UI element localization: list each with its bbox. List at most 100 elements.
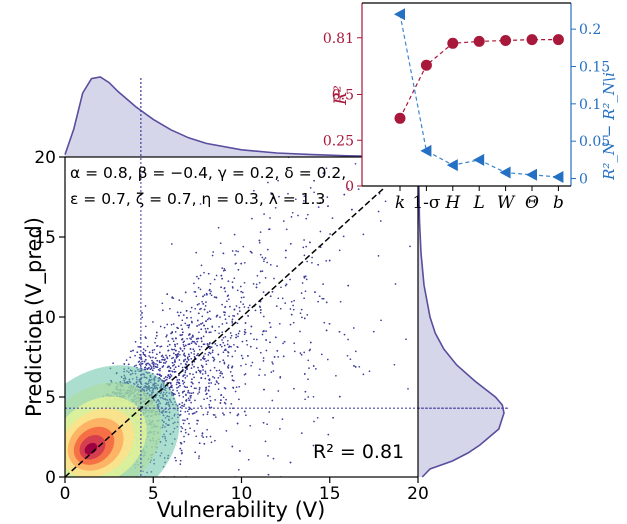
scatter-point xyxy=(176,379,179,381)
scatter-point xyxy=(289,323,292,326)
scatter-point xyxy=(245,339,248,342)
scatter-point xyxy=(184,419,186,422)
scatter-point xyxy=(190,342,193,345)
scatter-point xyxy=(249,424,252,427)
scatter-point xyxy=(289,308,292,310)
scatter-point xyxy=(211,351,214,354)
scatter-point xyxy=(235,336,237,339)
scatter-point xyxy=(198,387,201,389)
scatter-point xyxy=(235,250,237,252)
scatter-point xyxy=(189,337,191,340)
scatter-point xyxy=(208,331,211,334)
scatter-point xyxy=(197,286,200,289)
scatter-point xyxy=(304,290,307,293)
scatter-point xyxy=(159,367,161,370)
scatter-point xyxy=(277,297,280,300)
scatter-point xyxy=(198,457,200,460)
scatter-point xyxy=(255,286,258,289)
scatter-point xyxy=(206,293,208,296)
scatter-point xyxy=(152,321,154,323)
scatter-point xyxy=(183,374,186,376)
scatter-point xyxy=(129,356,132,359)
scatter-point xyxy=(182,396,185,398)
scatter-point xyxy=(186,361,188,363)
scatter-point xyxy=(200,359,202,361)
scatter-point xyxy=(202,413,205,416)
scatter-point xyxy=(178,350,180,353)
scatter-point xyxy=(205,388,207,391)
scatter-point xyxy=(243,281,246,284)
scatter-point xyxy=(203,294,206,296)
scatter-point xyxy=(222,336,225,339)
scatter-point xyxy=(195,371,198,374)
scatter-point xyxy=(209,435,212,438)
scatter-point xyxy=(187,326,190,329)
scatter-point xyxy=(208,343,210,346)
scatter-point xyxy=(204,372,207,374)
scatter-point xyxy=(322,172,325,174)
scatter-point xyxy=(368,370,371,373)
scatter-point xyxy=(279,307,282,310)
scatter-point xyxy=(255,347,258,350)
scatter-point xyxy=(156,364,159,366)
scatter-point xyxy=(258,281,261,284)
scatter-point xyxy=(174,393,176,396)
scatter-point xyxy=(229,337,232,339)
scatter-point xyxy=(312,444,315,447)
scatter-point xyxy=(272,197,275,200)
scatter-point xyxy=(357,188,360,190)
scatter-point xyxy=(204,390,207,392)
scatter-point xyxy=(181,401,184,404)
scatter-point xyxy=(235,262,237,265)
scatter-point xyxy=(233,277,236,280)
scatter-point xyxy=(164,376,167,378)
scatter-point xyxy=(210,290,212,293)
scatter-point xyxy=(217,382,220,385)
scatter-point xyxy=(170,243,173,245)
scatter-point xyxy=(211,325,214,328)
scatter-point xyxy=(182,375,184,378)
scatter-point xyxy=(201,373,204,375)
scatter-point xyxy=(202,303,205,305)
scatter-point xyxy=(262,421,265,424)
scatter-point xyxy=(245,363,247,366)
scatter-point xyxy=(123,363,126,365)
scatter-point xyxy=(163,359,166,362)
scatter-point xyxy=(225,322,228,324)
scatter-point xyxy=(220,394,222,397)
scatter-point xyxy=(299,352,302,354)
scatter-point xyxy=(156,344,159,347)
scatter-point xyxy=(201,322,204,324)
scatter-point xyxy=(326,196,329,198)
scatter-point xyxy=(269,295,272,298)
scatter-point xyxy=(187,390,190,392)
scatter-point xyxy=(179,463,182,465)
scatter-point xyxy=(224,348,227,351)
scatter-point xyxy=(209,399,212,402)
scatter-point xyxy=(233,308,236,311)
scatter-point xyxy=(231,250,234,252)
scatter-point xyxy=(142,348,145,350)
scatter-point xyxy=(200,405,202,408)
scatter-point xyxy=(285,283,288,286)
scatter-point xyxy=(165,335,168,338)
right-marginal-curve xyxy=(417,156,505,478)
scatter-point xyxy=(153,364,155,366)
scatter-point xyxy=(261,333,264,336)
scatter-point xyxy=(217,377,220,379)
scatter-point xyxy=(270,193,273,196)
scatter-point xyxy=(211,356,214,359)
scatter-point xyxy=(182,382,185,385)
scatter-point xyxy=(339,300,342,303)
scatter-point xyxy=(187,433,190,436)
scatter-point xyxy=(338,330,341,333)
scatter-point xyxy=(238,306,241,309)
scatter-point xyxy=(251,252,253,254)
scatter-point xyxy=(265,349,268,352)
scatter-point xyxy=(195,435,198,438)
scatter-point xyxy=(209,352,212,355)
scatter-point xyxy=(198,442,201,445)
scatter-point xyxy=(315,368,317,370)
scatter-point xyxy=(192,335,194,338)
scatter-point xyxy=(317,300,319,303)
